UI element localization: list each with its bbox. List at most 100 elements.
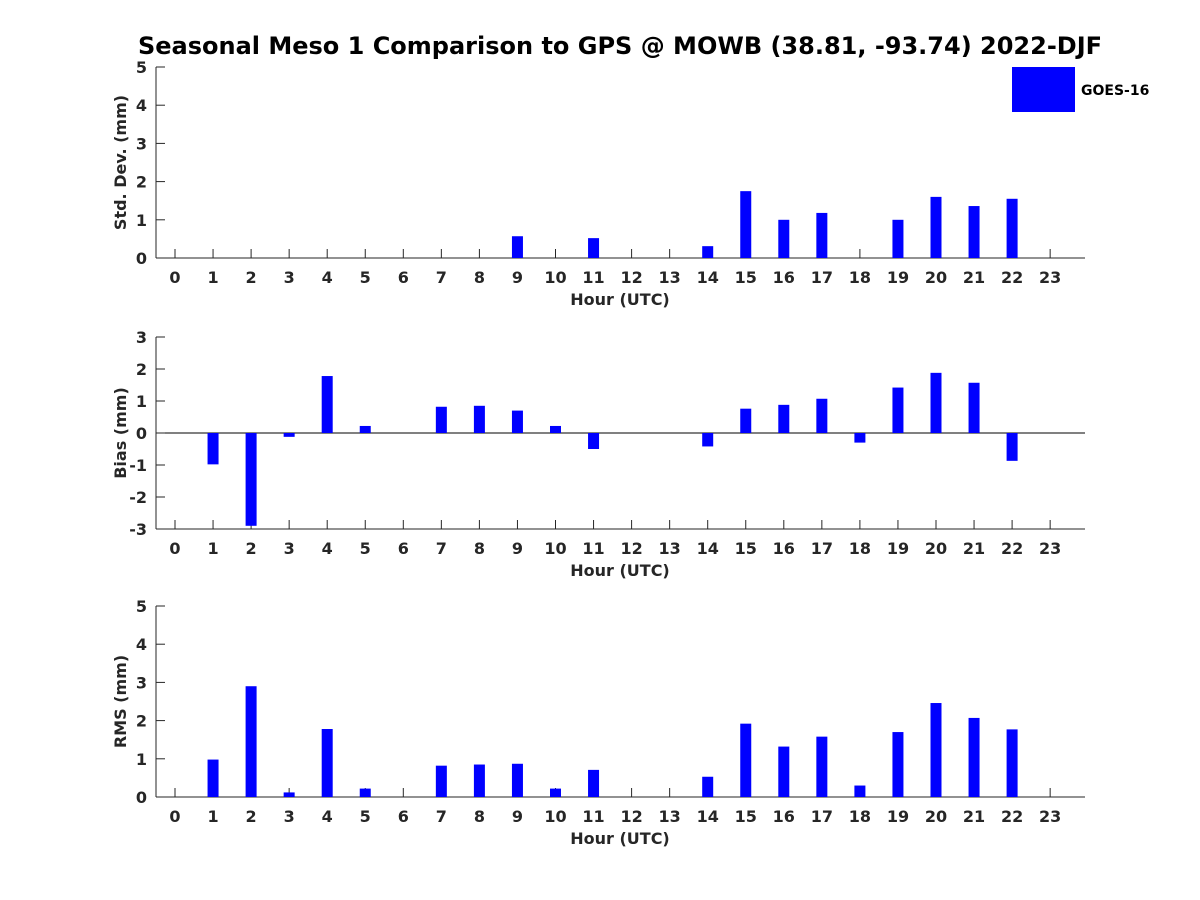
bias-xtick-label: 23	[1039, 539, 1061, 558]
bias-xtick-label: 11	[582, 539, 604, 558]
rms-xtick-label: 18	[849, 807, 871, 826]
std-dev-bar-hour-11	[588, 238, 600, 258]
std-dev-bar-hour-16	[778, 219, 790, 258]
rms-ytick-label: 3	[136, 673, 147, 692]
std-dev-xtick-label: 12	[620, 268, 642, 287]
chart-title: Seasonal Meso 1 Comparison to GPS @ MOWB…	[138, 32, 1102, 60]
rms-bar-hour-16	[778, 746, 790, 797]
rms-bar-hour-11	[588, 769, 600, 797]
std-dev-xtick-label: 5	[360, 268, 371, 287]
rms-xtick-label: 20	[925, 807, 947, 826]
bias-bar-hour-1	[207, 433, 219, 465]
rms-x-axis-label: Hour (UTC)	[570, 829, 670, 848]
std-dev-xtick-label: 3	[284, 268, 295, 287]
rms-xtick-label: 11	[582, 807, 604, 826]
rms-ytick-label: 0	[136, 788, 147, 807]
std-dev-x-axis-label: Hour (UTC)	[570, 290, 670, 309]
bias-bar-hour-20	[930, 372, 942, 433]
rms-xtick-label: 14	[697, 807, 719, 826]
std-dev-xtick-label: 9	[512, 268, 523, 287]
std-dev-xtick-label: 10	[544, 268, 566, 287]
bias-xtick-label: 5	[360, 539, 371, 558]
bias-ytick-label: 0	[136, 424, 147, 443]
rms-xtick-label: 5	[360, 807, 371, 826]
std-dev-xtick-label: 8	[474, 268, 485, 287]
std-dev-xtick-label: 14	[697, 268, 719, 287]
std-dev-xtick-label: 2	[246, 268, 257, 287]
std-dev-xtick-label: 22	[1001, 268, 1023, 287]
std-dev-xtick-label: 23	[1039, 268, 1061, 287]
bias-ytick-label: 2	[136, 360, 147, 379]
rms-bar-hour-9	[511, 763, 523, 797]
std-dev-xtick-label: 20	[925, 268, 947, 287]
rms-ytick-label: 5	[136, 597, 147, 616]
rms-bar-hour-10	[550, 788, 561, 797]
rms-xtick-label: 23	[1039, 807, 1061, 826]
bias-xtick-label: 6	[398, 539, 409, 558]
bias-xtick-label: 2	[246, 539, 257, 558]
std-dev-xtick-label: 11	[582, 268, 604, 287]
bias-x-axis-label: Hour (UTC)	[570, 561, 670, 580]
bias-xtick-label: 22	[1001, 539, 1023, 558]
bias-xtick-label: 14	[697, 539, 719, 558]
rms-ytick-label: 1	[136, 750, 147, 769]
std-dev-bar-hour-14	[702, 246, 714, 258]
rms-xtick-label: 3	[284, 807, 295, 826]
bias-ytick-label: -3	[129, 520, 147, 539]
bias-bar-hour-16	[778, 404, 790, 433]
bias-xtick-label: 0	[169, 539, 180, 558]
std-dev-xtick-label: 16	[773, 268, 795, 287]
std-dev-bar-hour-22	[1006, 198, 1018, 258]
std-dev-xtick-label: 13	[659, 268, 681, 287]
rms-bar-hour-14	[702, 776, 714, 797]
rms-bar-hour-3	[283, 792, 295, 797]
std-dev-ytick-label: 1	[136, 211, 147, 230]
std-dev-bar-hour-9	[511, 236, 523, 258]
legend: GOES-16	[1012, 67, 1149, 112]
rms-bar-hour-15	[740, 723, 752, 797]
bias-ytick-label: -2	[129, 488, 147, 507]
bias-bar-hour-7	[435, 406, 447, 433]
rms-xtick-label: 19	[887, 807, 909, 826]
bias-bar-hour-9	[511, 410, 523, 433]
rms-y-axis-label: RMS (mm)	[111, 655, 130, 748]
bias-bar-hour-19	[892, 387, 904, 433]
bias-bar-hour-21	[968, 382, 980, 433]
std-dev-xtick-label: 18	[849, 268, 871, 287]
rms-xtick-label: 15	[735, 807, 757, 826]
std-dev-xtick-label: 15	[735, 268, 757, 287]
std-dev-bar-hour-17	[816, 212, 828, 258]
rms-xtick-label: 22	[1001, 807, 1023, 826]
rms-xtick-label: 10	[544, 807, 566, 826]
rms-bar-hour-21	[968, 717, 980, 797]
std-dev-bar-hour-20	[930, 196, 942, 258]
bias-xtick-label: 3	[284, 539, 295, 558]
bias-xtick-label: 17	[811, 539, 833, 558]
std-dev-y-axis-label: Std. Dev. (mm)	[111, 95, 130, 230]
rms-xtick-label: 1	[207, 807, 218, 826]
rms-bar-hour-7	[435, 765, 447, 797]
bias-bar-hour-22	[1006, 433, 1018, 461]
bias-ytick-label: 1	[136, 392, 147, 411]
bias-xtick-label: 7	[436, 539, 447, 558]
rms-xtick-label: 16	[773, 807, 795, 826]
bias-bar-hour-5	[359, 425, 371, 433]
bias-bar-hour-17	[816, 398, 828, 433]
rms-xtick-label: 9	[512, 807, 523, 826]
std-dev-xtick-label: 17	[811, 268, 833, 287]
bias-bar-hour-14	[702, 433, 714, 447]
rms-xtick-label: 17	[811, 807, 833, 826]
bias-xtick-label: 19	[887, 539, 909, 558]
bias-bar-hour-11	[588, 433, 600, 449]
legend-label-goes-16: GOES-16	[1081, 83, 1149, 99]
bias-y-axis-label: Bias (mm)	[111, 387, 130, 479]
std-dev-ytick-label: 4	[136, 96, 147, 115]
rms-xtick-label: 21	[963, 807, 985, 826]
std-dev-ytick-label: 3	[136, 134, 147, 153]
std-dev-ytick-label: 0	[136, 249, 147, 268]
std-dev-xtick-label: 21	[963, 268, 985, 287]
rms-bar-hour-20	[930, 703, 942, 797]
